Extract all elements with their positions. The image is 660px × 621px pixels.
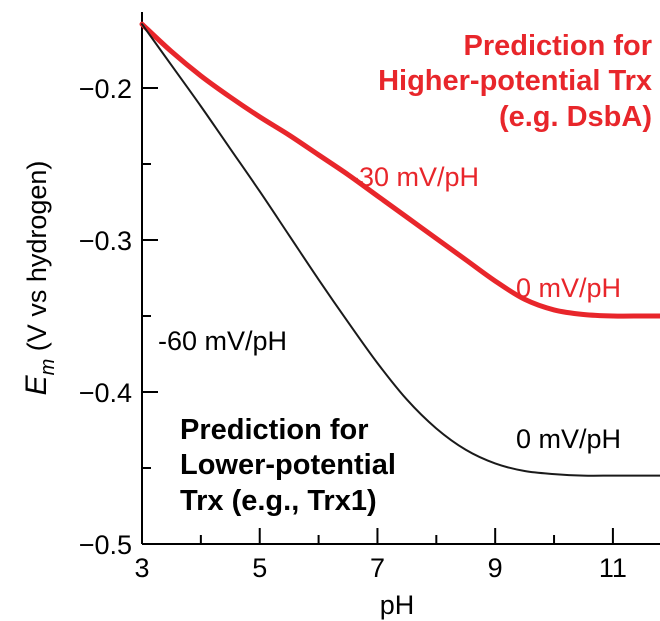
y-axis-title-sub: m	[37, 359, 59, 376]
tick-group: −0.2 −0.3 −0.4 −0.53 5 7 9 11	[79, 74, 627, 583]
red-slope-label-1: -30 mV/pH	[350, 162, 479, 192]
x-tick-label: 11	[599, 553, 627, 583]
y-tick-label: −0.5	[79, 530, 132, 560]
red-title-line-1: Prediction for	[463, 30, 652, 62]
y-tick-label: −0.4	[79, 378, 132, 408]
series-group	[139, 21, 660, 477]
x-axis-title: pH	[380, 590, 415, 620]
black-slope-label-2: 0 mV/pH	[516, 424, 621, 454]
y-axis-title-main: E	[20, 374, 53, 395]
plot-area: −0.2 −0.3 −0.4 −0.53 5 7 9 11	[79, 12, 660, 583]
series-line-higher-potential	[139, 21, 660, 319]
y-axis-title-spacer	[22, 351, 52, 359]
y-axis-title: Em (V vs hydrogen)	[20, 161, 59, 396]
black-slope-label-1: -60 mV/pH	[158, 326, 287, 356]
black-title-line-3: Trx (e.g., Trx1)	[180, 485, 377, 517]
x-tick-label: 7	[370, 553, 385, 583]
series-line-lower-potential	[141, 23, 660, 477]
red-slope-label-2: 0 mV/pH	[516, 273, 621, 303]
y-axis-title-rest: (V vs hydrogen)	[22, 161, 52, 352]
x-tick-label: 9	[488, 553, 503, 583]
y-tick-label: −0.2	[79, 74, 132, 104]
x-tick-label: 3	[134, 553, 149, 583]
y-tick-label: −0.3	[79, 226, 132, 256]
black-title-line-2: Lower-potential	[180, 449, 396, 481]
red-title-line-2: Higher-potential Trx	[378, 65, 652, 97]
red-title-line-3: (e.g. DsbA)	[499, 101, 652, 133]
black-title-line-1: Prediction for	[180, 414, 369, 446]
x-tick-label: 5	[252, 553, 267, 583]
